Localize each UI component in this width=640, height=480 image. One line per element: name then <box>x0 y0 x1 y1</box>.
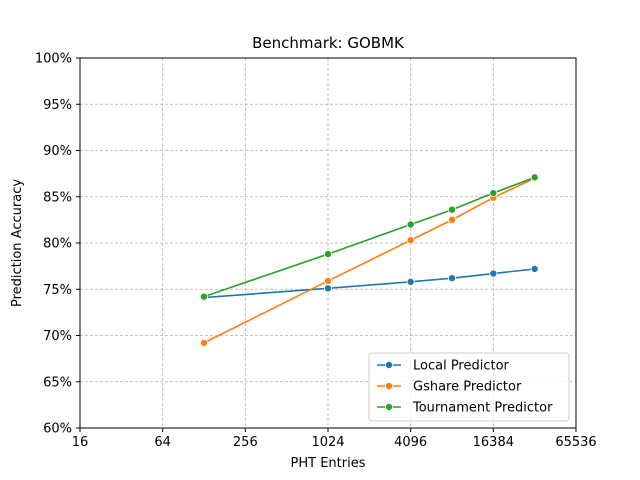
y-tick-label: 85% <box>43 190 72 205</box>
y-tick-label: 95% <box>43 98 72 113</box>
data-point <box>323 250 332 259</box>
data-point <box>406 277 415 286</box>
legend-marker <box>384 402 393 411</box>
y-tick-label: 90% <box>43 144 72 159</box>
y-tick-label: 65% <box>43 375 72 390</box>
data-point <box>447 274 456 283</box>
y-axis-label: Prediction Accuracy <box>10 179 25 307</box>
data-point <box>406 236 415 245</box>
x-tick-label: 4096 <box>394 435 427 450</box>
series-line <box>203 176 535 298</box>
x-tick-label: 16384 <box>473 435 514 450</box>
data-point <box>447 215 456 224</box>
x-tick-label: 1024 <box>311 435 344 450</box>
data-point <box>199 292 208 301</box>
legend: Local Predictor Gshare Predictor Tournamen… <box>368 352 570 422</box>
series-1 <box>199 264 539 302</box>
data-point <box>489 189 498 198</box>
x-axis-label: PHT Entries <box>291 456 366 471</box>
series-lines <box>199 173 539 347</box>
data-point <box>489 269 498 278</box>
series-line <box>203 177 536 344</box>
x-tick-label: 256 <box>233 435 258 450</box>
series-line <box>203 268 535 299</box>
y-tick-label: 75% <box>43 283 72 298</box>
y-tick-label: 60% <box>43 422 72 437</box>
data-point <box>530 264 539 273</box>
data-point <box>406 220 415 229</box>
legend-label: Tournament Predictor <box>412 401 553 416</box>
data-point <box>530 173 539 182</box>
data-point <box>199 338 208 347</box>
x-tick-label: 16 <box>72 435 89 450</box>
x-tick-label: 64 <box>154 435 171 450</box>
y-tick-label: 100% <box>35 52 72 67</box>
chart-title: Benchmark: GOBMK <box>252 34 405 52</box>
legend-label: Local Predictor <box>413 359 510 374</box>
y-tick-label: 70% <box>43 329 72 344</box>
axis-ticks: 16 64 256 1024 4096 16384 65536 60% 65% 70% 75% 80%… <box>35 52 597 451</box>
y-tick-label: 80% <box>43 237 72 252</box>
data-point <box>323 276 332 285</box>
legend-label: Gshare Predictor <box>413 380 522 395</box>
legend-box <box>368 352 570 422</box>
x-tick-label: 65536 <box>555 435 596 450</box>
legend-marker <box>384 360 393 369</box>
data-point <box>447 205 456 214</box>
series-3 <box>199 173 539 301</box>
data-point <box>323 284 332 293</box>
legend-marker <box>384 381 393 390</box>
